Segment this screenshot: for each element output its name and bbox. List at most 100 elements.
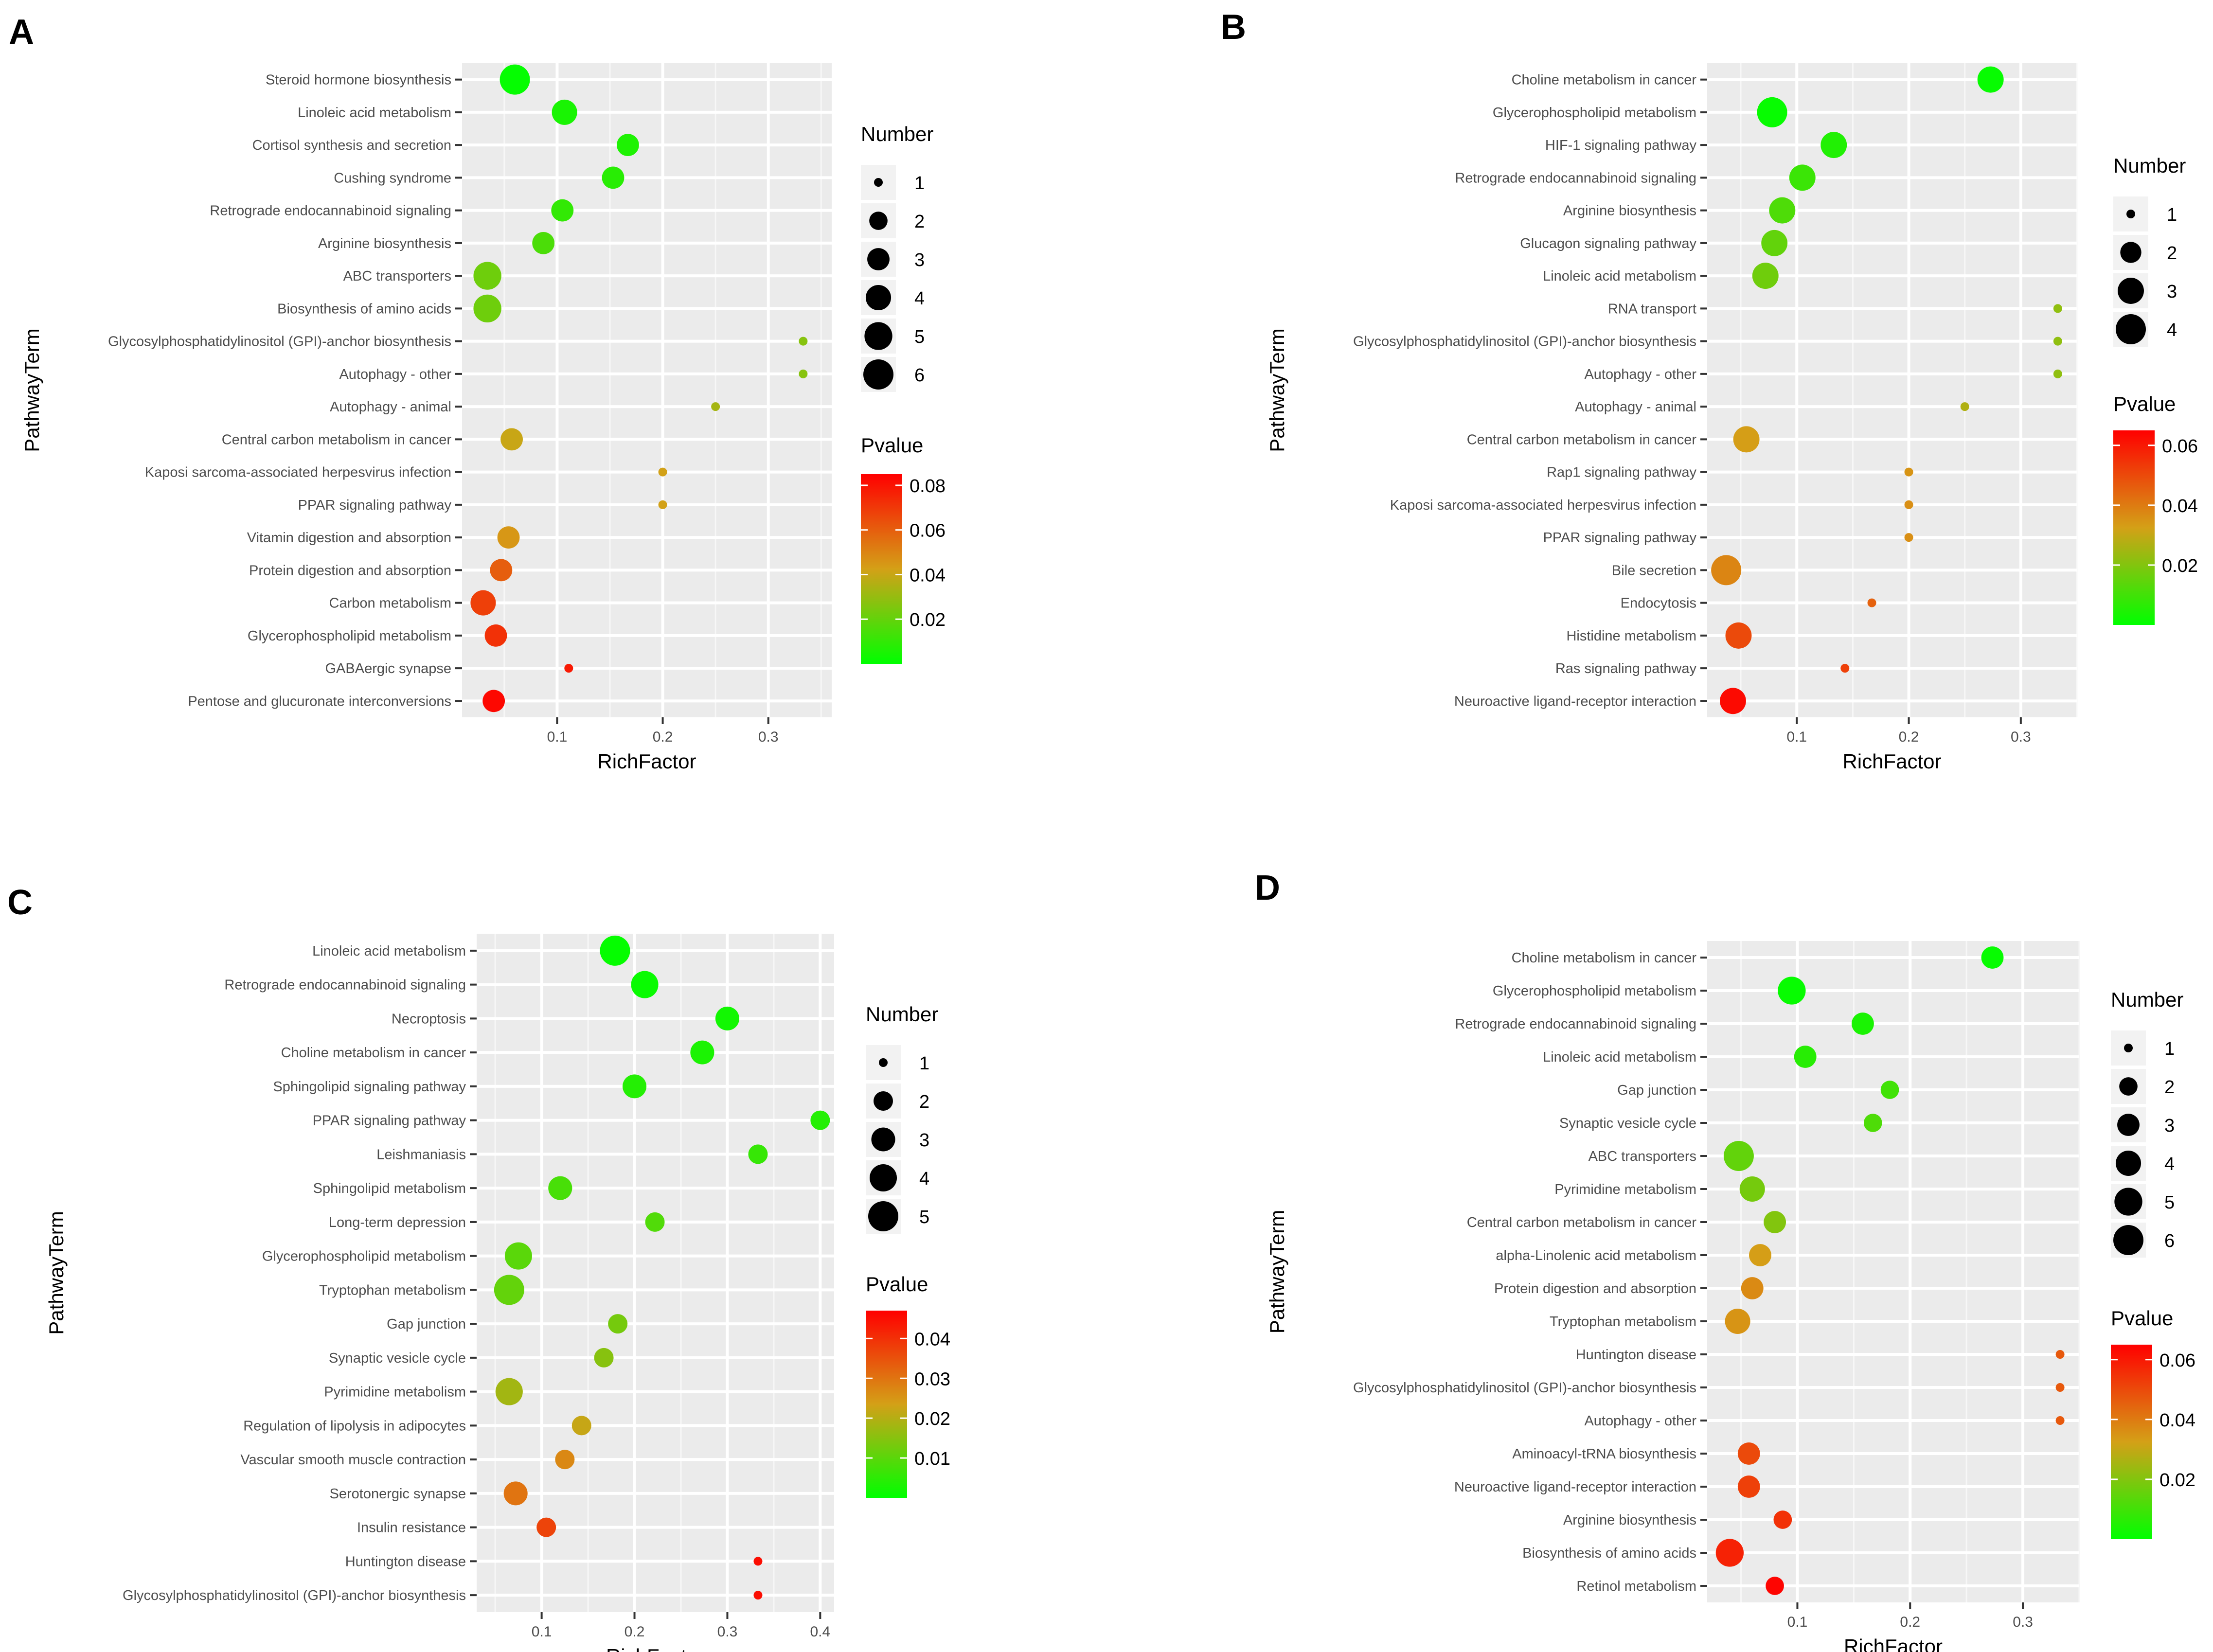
data-point <box>1749 1244 1771 1266</box>
y-tick-label: Glycosylphosphatidylinositol (GPI)-ancho… <box>108 334 451 350</box>
y-tick-label: Neuroactive ligand-receptor interaction <box>1454 1479 1696 1495</box>
color-legend-label: 0.02 <box>2159 1470 2195 1491</box>
plot-background <box>1707 63 2077 717</box>
color-legend-bar <box>866 1311 907 1498</box>
x-tick-label: 0.1 <box>1786 729 1807 745</box>
color-legend-title: Pvalue <box>861 434 923 457</box>
y-tick-label: Retrograde endocannabinoid signaling <box>224 977 466 993</box>
x-tick-label: 0.2 <box>1900 1614 1920 1630</box>
y-tick-label: RNA transport <box>1608 301 1696 317</box>
y-tick-label: Tryptophan metabolism <box>319 1282 466 1298</box>
data-point <box>1904 500 1913 509</box>
data-point <box>600 935 630 966</box>
size-legend-label: 3 <box>2164 1116 2175 1136</box>
size-legend-dot <box>2114 1188 2142 1216</box>
color-legend-label: 0.04 <box>910 565 946 586</box>
size-legend-dot <box>869 1164 897 1192</box>
data-point <box>799 337 808 346</box>
color-legend-label: 0.02 <box>914 1409 950 1429</box>
plot-background <box>477 934 834 1612</box>
x-axis-title: RichFactor <box>1842 750 1941 773</box>
y-axis-title: PathwayTerm <box>1266 1210 1288 1333</box>
panel-label: D <box>1255 869 1280 907</box>
data-point <box>1904 467 1913 477</box>
size-legend-label: 3 <box>2167 282 2177 302</box>
color-legend-label: 0.06 <box>2162 436 2198 457</box>
color-legend-title: Pvalue <box>2111 1307 2173 1330</box>
y-tick-label: Tryptophan metabolism <box>1550 1314 1696 1330</box>
size-legend-label: 4 <box>919 1169 929 1189</box>
x-tick-label: 0.1 <box>532 1624 552 1640</box>
y-tick-label: Linoleic acid metabolism <box>1543 1049 1696 1065</box>
data-point <box>1977 66 2004 93</box>
data-point <box>482 690 505 712</box>
y-tick-label: Endocytosis <box>1621 596 1696 611</box>
y-tick-label: Protein digestion and absorption <box>1494 1281 1696 1297</box>
data-point <box>1794 1046 1817 1068</box>
y-tick-label: ABC transporters <box>1588 1149 1696 1164</box>
size-legend-label: 2 <box>2164 1077 2175 1098</box>
y-tick-label: Central carbon metabolism in cancer <box>222 432 452 447</box>
y-tick-label: ABC transporters <box>343 268 451 284</box>
size-legend-label: 2 <box>2167 243 2177 264</box>
data-point <box>1739 1176 1765 1202</box>
data-point <box>711 402 720 411</box>
size-legend-dot <box>869 212 888 230</box>
color-legend-label: 0.02 <box>910 610 946 630</box>
data-point <box>473 262 501 290</box>
data-point <box>1863 1114 1882 1132</box>
y-tick-label: Biosynthesis of amino acids <box>277 301 451 317</box>
size-legend-dot <box>2116 314 2146 344</box>
data-point <box>753 1591 763 1600</box>
color-legend-bar <box>2111 1345 2152 1539</box>
size-legend-label: 5 <box>914 327 925 347</box>
data-point <box>2055 1350 2065 1359</box>
size-legend-label: 1 <box>2167 205 2177 225</box>
size-legend-label: 4 <box>914 288 925 309</box>
y-tick-label: GABAergic synapse <box>325 661 451 676</box>
size-legend-dot <box>2118 278 2144 304</box>
data-point <box>571 1416 591 1436</box>
y-tick-label: Neuroactive ligand-receptor interaction <box>1454 693 1696 709</box>
panel-b: B Choline metabolism in cancer Glycerophos… <box>1221 8 2198 773</box>
data-point <box>631 971 659 998</box>
panel-label: B <box>1221 8 1246 47</box>
data-point <box>1960 402 1969 411</box>
y-tick-label: Glycerophospholipid metabolism <box>262 1249 466 1264</box>
y-tick-label: Glycosylphosphatidylinositol (GPI)-ancho… <box>1353 334 1696 350</box>
size-legend-label: 5 <box>919 1207 929 1227</box>
y-axis-title: PathwayTerm <box>1266 328 1288 452</box>
data-point <box>1741 1277 1764 1299</box>
y-tick-label: Regulation of lipolysis in adipocytes <box>243 1418 466 1434</box>
size-legend-label: 2 <box>914 212 925 232</box>
data-point <box>1723 1141 1754 1171</box>
y-tick-label: Glycosylphosphatidylinositol (GPI)-ancho… <box>123 1588 466 1603</box>
data-point <box>548 1176 572 1200</box>
y-tick-label: Histidine metabolism <box>1566 628 1696 644</box>
y-tick-label: Steroid hormone biosynthesis <box>266 72 451 88</box>
y-tick-label: Leishmaniasis <box>376 1147 466 1162</box>
y-tick-label: Bile secretion <box>1612 563 1696 578</box>
data-point <box>1840 664 1850 673</box>
data-point <box>500 64 530 95</box>
size-legend-title: Number <box>2113 154 2186 177</box>
panel-label: C <box>7 883 33 922</box>
data-point <box>484 624 507 647</box>
panel-label: A <box>9 13 34 52</box>
y-tick-label: Linoleic acid metabolism <box>1543 268 1696 284</box>
size-legend-title: Number <box>866 1003 938 1026</box>
y-tick-label: Pentose and glucuronate interconversions <box>188 693 451 709</box>
data-point <box>500 428 523 451</box>
data-point <box>1904 533 1913 542</box>
y-tick-label: Retrograde endocannabinoid signaling <box>1455 1016 1696 1032</box>
data-point <box>470 590 496 616</box>
y-tick-label: Serotonergic synapse <box>330 1486 466 1502</box>
y-tick-label: Retrograde endocannabinoid signaling <box>210 203 451 219</box>
data-point <box>552 99 577 125</box>
data-point <box>748 1144 768 1164</box>
color-legend-label: 0.04 <box>914 1329 950 1350</box>
data-point <box>1769 197 1796 224</box>
data-point <box>2053 304 2062 313</box>
data-point <box>1851 1013 1874 1035</box>
